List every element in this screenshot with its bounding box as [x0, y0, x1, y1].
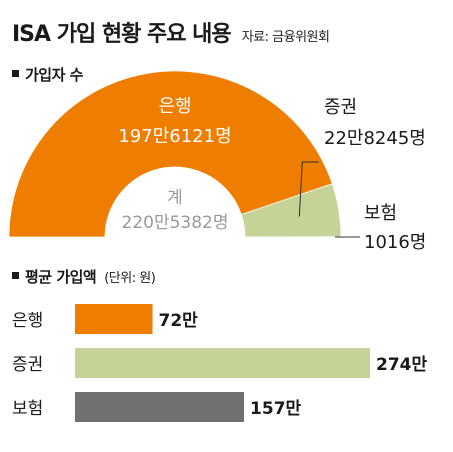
- subscribers-section-title: 가입자 수: [12, 64, 83, 85]
- subscribers-title-text: 가입자 수: [25, 66, 83, 84]
- bar-insurance: [75, 392, 245, 422]
- bar-value-bank: 72만: [159, 311, 199, 331]
- securities-leader-line: [298, 161, 319, 217]
- insurance-slice-label: 보험: [364, 203, 397, 224]
- source-note: 자료: 금융위원회: [241, 30, 330, 45]
- securities-slice-value: 22만8245명: [324, 128, 426, 149]
- avg-amount-title-text: 평균 가입액: [25, 268, 97, 286]
- bar-value-insurance: 157만: [250, 399, 301, 419]
- chart-header: ISA 가입 현황 주요 내용 자료: 금융위원회: [12, 16, 330, 48]
- total-value: 220만5382명: [122, 213, 229, 233]
- pie-slice-bank: [8, 70, 333, 238]
- bar-category-bank: 은행: [12, 311, 43, 331]
- securities-slice-label: 증권: [324, 97, 357, 118]
- bar-bank: [75, 304, 153, 334]
- avg-amount-section-title: 평균 가입액 (단위: 원): [12, 266, 156, 287]
- total-label: 계: [167, 188, 183, 208]
- bar-category-securities: 증권: [12, 355, 43, 375]
- bar-category-insurance: 보험: [12, 399, 43, 419]
- section-bullet-icon: [12, 70, 19, 77]
- bar-securities: [75, 348, 370, 378]
- chart-title: ISA 가입 현황 주요 내용: [12, 22, 232, 47]
- insurance-slice-value: 1016명: [364, 232, 426, 253]
- bank-slice-value: 197만6121명: [118, 126, 231, 147]
- section-bullet-icon: [12, 272, 19, 279]
- bank-slice-label: 은행: [158, 96, 191, 117]
- bar-value-securities: 274만: [376, 355, 427, 375]
- unit-label: (단위: 원): [104, 271, 156, 286]
